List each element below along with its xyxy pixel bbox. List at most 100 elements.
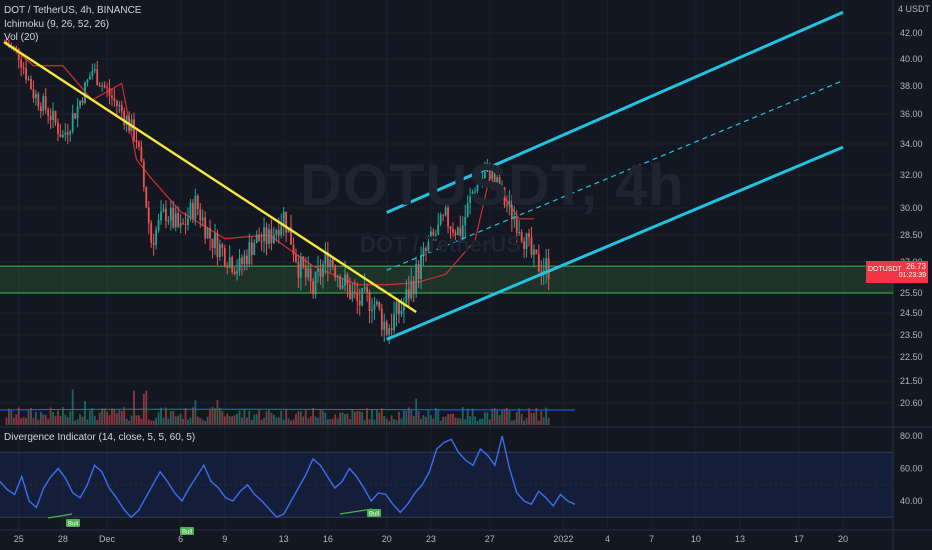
volume-bar [177,415,180,425]
candle-body [444,207,447,216]
candle-body [214,233,216,248]
oscillator-legend[interactable]: Divergence Indicator (14, close, 5, 5, 6… [4,432,196,443]
volume-bar [312,408,315,425]
volume-bar [160,407,162,425]
candles [5,36,550,344]
volume-bar [476,420,479,425]
volume-bar [106,411,108,425]
volume-bar [376,409,378,425]
volume-bar [358,411,361,425]
volume-bar [464,419,467,425]
channel-lower [386,145,844,341]
volume-bar [263,417,265,425]
candle-body [334,266,337,278]
candle-body [425,248,427,251]
candle-body [204,217,207,238]
volume-bar [57,410,59,425]
volume-bar [297,411,300,425]
volume-bar [150,420,153,425]
symbol-legend[interactable]: DOT / TetherUS, 4h, BINANCE [4,5,142,16]
oscillator-tick-label: 80.00 [900,431,923,441]
candle-body [513,217,516,220]
candle-body [483,171,486,179]
volume-bar [518,408,521,425]
volume-bar [39,411,42,425]
volume-bar [420,419,422,425]
volume-bar [366,408,368,425]
volume-bar [410,410,413,425]
candle-body [341,285,344,289]
volume-legend[interactable]: Vol (20) [4,32,39,43]
price-tag-countdown: 01:23:39 [898,272,926,279]
candle-body [248,242,251,265]
trend-drawings[interactable] [3,10,844,341]
candle-body [383,321,386,330]
price-tick-label: 40.00 [900,54,923,64]
candle-body [238,257,241,271]
candle-body [88,76,91,80]
volume-bar [81,416,84,425]
volume-bar [324,412,327,425]
volume-bar [17,407,20,425]
volume-bar [322,410,324,425]
time-tick-label: 13 [735,534,745,544]
candle-body [510,200,513,220]
candle-body [111,95,113,99]
volume-bar [292,419,295,425]
candle-body [385,321,388,335]
candle-body [165,208,167,221]
candle-body [272,234,275,244]
volume-bar [12,417,15,425]
price-axis[interactable]: 80.00 60.00 40.00 4 USDT 42.00 40.00 38.00 36.0… [898,4,931,506]
candle-body [459,227,462,239]
candle-body [155,229,158,245]
candle-body [402,303,405,311]
last-price-tag: DOTUSDT 26.73 01:23:39 [866,261,928,283]
volume-bar [498,415,501,425]
candle-body [415,263,418,294]
volume-bar [429,415,432,425]
candle-body [312,281,315,295]
candle-body [172,207,175,228]
volume-bar [221,411,224,425]
volume-bar [260,419,263,425]
candle-body [349,284,351,300]
candle-body [528,233,530,238]
volume-bar [530,412,533,425]
volume-bar [101,408,104,425]
volume-bar [187,419,189,425]
candle-body [113,98,116,101]
volume-bar [214,408,216,425]
candle-body [358,300,361,306]
volume-bar [515,412,518,425]
candle-body [452,229,454,233]
candle-body [231,257,234,273]
candle-body [280,225,283,236]
volume-bar [98,412,101,425]
candle-body [59,133,62,138]
volume-bar [331,418,334,425]
volume-bar [255,414,258,425]
volume-bar [336,418,339,425]
candle-body [145,186,148,208]
candle-body [218,244,221,258]
candle-body [449,226,452,230]
bull-label: Bull [369,512,379,518]
candle-body [297,261,300,278]
volume-bar [79,414,81,425]
time-axis[interactable]: 25 28 Dec 6 9 13 16 20 23 27 2022 4 7 10 13 17 20 [14,534,848,544]
candle-body [547,258,550,280]
ichimoku-legend[interactable]: Ichimoku (9, 26, 52, 26) [4,19,110,30]
support-zone [0,265,893,294]
bull-label: Bull [68,522,78,528]
candle-body [461,225,464,239]
volume-bar [302,416,305,425]
volume-bar [537,420,540,425]
candle-body [344,274,346,286]
bull-label-bg [367,509,381,517]
candle-body [250,242,253,255]
volume-bar [444,416,447,425]
volume-bar [277,417,280,425]
candle-body [192,202,194,219]
candle-body [422,248,425,256]
